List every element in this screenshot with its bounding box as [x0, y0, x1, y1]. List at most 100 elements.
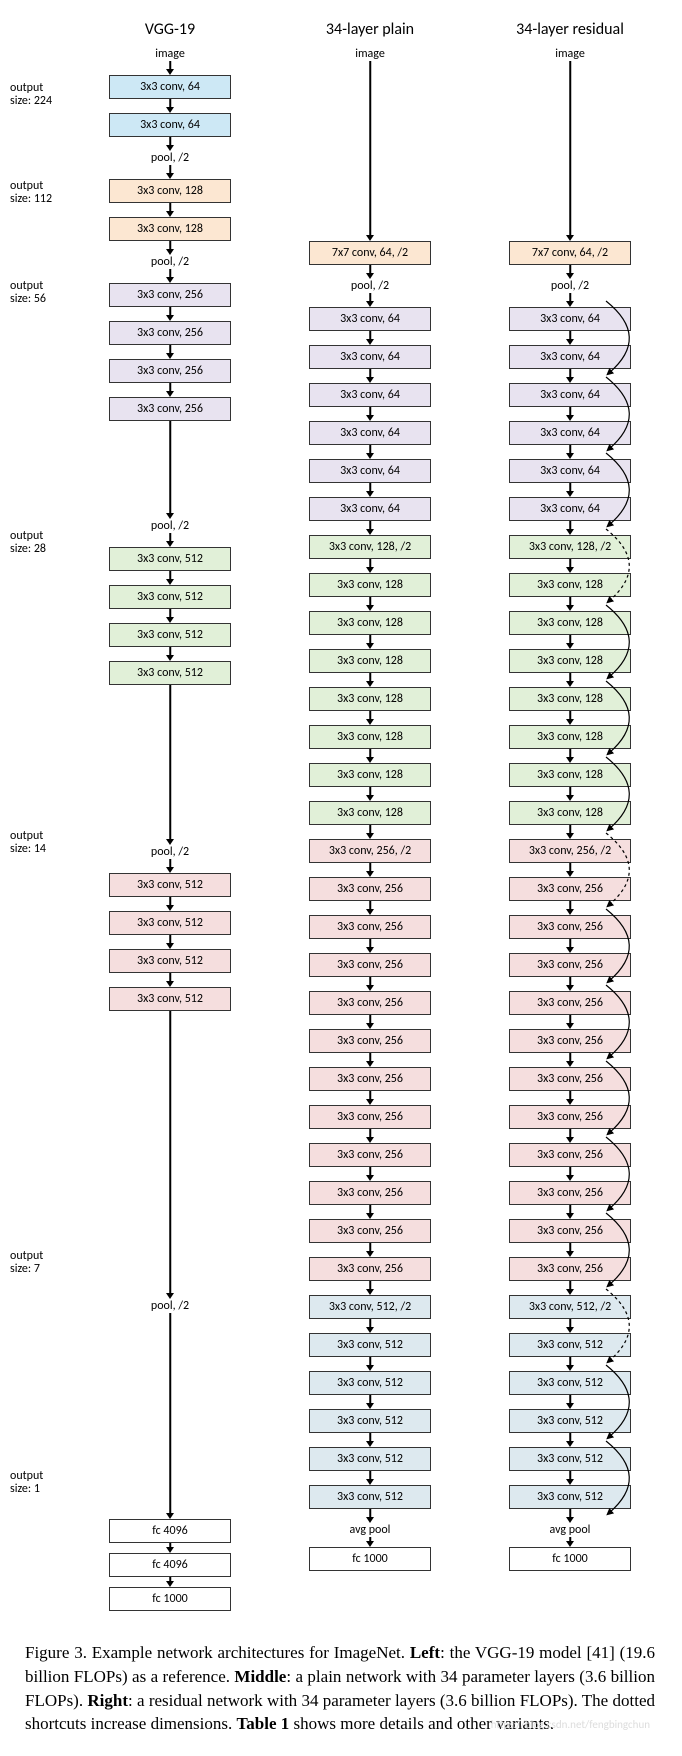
caption-bold-left: Left [410, 1643, 440, 1662]
layer-box: 3x3 conv, 256 [109, 283, 231, 307]
layer-box: 3x3 conv, 128 [309, 801, 431, 825]
column-vgg19: VGG-19 image 3x3 conv, 64 3x3 conv, 64 pool,… [70, 20, 270, 1611]
column-title: 34-layer residual [516, 20, 624, 39]
output-size-label: outputsize: 1 [10, 1470, 65, 1496]
layer-box: fc 4096 [109, 1519, 231, 1543]
layer-box: 3x3 conv, 512 [509, 1409, 631, 1433]
layer-box: 3x3 conv, 128 [509, 611, 631, 635]
output-size-label: outputsize: 28 [10, 530, 65, 556]
output-size-label: outputsize: 14 [10, 830, 65, 856]
layer-box: 3x3 conv, 256 [309, 1029, 431, 1053]
layer-box: 3x3 conv, 256 [509, 877, 631, 901]
layer-box: 3x3 conv, 64 [309, 383, 431, 407]
layer-box: 3x3 conv, 128, /2 [309, 535, 431, 559]
watermark-text: https://blog.csdn.net/fengbingchun [491, 1718, 650, 1731]
layer-box: fc 4096 [109, 1553, 231, 1577]
layer-text: pool, /2 [349, 279, 391, 293]
column-plain34: 34-layer plainimage7x7 conv, 64, /2pool,… [270, 20, 470, 1611]
layer-box: 3x3 conv, 64 [509, 497, 631, 521]
output-size-label: outputsize: 224 [10, 82, 65, 108]
column-residual34: 34-layer residualimage7x7 conv, 64, /2po… [470, 20, 670, 1611]
layer-box: 3x3 conv, 64 [509, 421, 631, 445]
layer-box: 3x3 conv, 512 [109, 987, 231, 1011]
layer-box: 3x3 conv, 256 [509, 1029, 631, 1053]
layer-box: 3x3 conv, 256 [309, 991, 431, 1015]
layer-box: fc 1000 [109, 1587, 231, 1611]
layer-box: 3x3 conv, 256 [509, 1181, 631, 1205]
layer-box: 3x3 conv, 64 [309, 345, 431, 369]
layer-box: 3x3 conv, 512 [509, 1485, 631, 1509]
layer-box: 3x3 conv, 128 [109, 179, 231, 203]
layer-box: 3x3 conv, 256 [509, 915, 631, 939]
layer-box: 3x3 conv, 128 [309, 573, 431, 597]
layer-box: 3x3 conv, 256 [109, 321, 231, 345]
layer-box: 3x3 conv, 128 [509, 649, 631, 673]
layer-box: 3x3 conv, 256 [309, 953, 431, 977]
layer-box: 3x3 conv, 512 [109, 949, 231, 973]
layer-box: 3x3 conv, 512 [109, 623, 231, 647]
layer-box: 3x3 conv, 256 [309, 1219, 431, 1243]
layer-box: 3x3 conv, 512 [309, 1485, 431, 1509]
layer-box: 3x3 conv, 512 [509, 1371, 631, 1395]
layer-box: 3x3 conv, 64 [109, 75, 231, 99]
layer-box: 3x3 conv, 256 [509, 1105, 631, 1129]
layer-box: 3x3 conv, 256, /2 [509, 839, 631, 863]
layer-box: 3x3 conv, 512, /2 [509, 1295, 631, 1319]
layer-box: 3x3 conv, 128 [309, 611, 431, 635]
layer-box: 3x3 conv, 128 [509, 573, 631, 597]
layer-box: 3x3 conv, 256, /2 [309, 839, 431, 863]
layer-box: 3x3 conv, 64 [309, 459, 431, 483]
layer-box: 3x3 conv, 128 [309, 725, 431, 749]
layer-box: 3x3 conv, 128 [509, 801, 631, 825]
layer-text: pool, /2 [149, 845, 191, 859]
layer-box: 3x3 conv, 512 [309, 1333, 431, 1357]
layer-box: 3x3 conv, 64 [309, 307, 431, 331]
layer-box: 3x3 conv, 128 [509, 687, 631, 711]
layer-box: fc 1000 [309, 1547, 431, 1571]
caption-bold-right: Right [87, 1691, 128, 1710]
layer-box: 3x3 conv, 64 [509, 383, 631, 407]
layer-box: 3x3 conv, 512 [109, 873, 231, 897]
layer-text: pool, /2 [549, 279, 591, 293]
layer-box: 3x3 conv, 256 [509, 1219, 631, 1243]
diagram-container: outputsize: 224 outputsize: 112 outputsize… [10, 20, 670, 1611]
layer-box: 3x3 conv, 512 [309, 1409, 431, 1433]
layer-box: 3x3 conv, 256 [309, 1181, 431, 1205]
layer-box: 3x3 conv, 512 [309, 1447, 431, 1471]
layer-box: 3x3 conv, 512 [109, 585, 231, 609]
layer-box: 3x3 conv, 128 [509, 725, 631, 749]
layer-box: 3x3 conv, 256 [309, 1105, 431, 1129]
layer-box: 3x3 conv, 256 [509, 1143, 631, 1167]
layer-box: 3x3 conv, 256 [109, 397, 231, 421]
layer-box: 3x3 conv, 512, /2 [309, 1295, 431, 1319]
layer-box: 3x3 conv, 256 [309, 1143, 431, 1167]
output-size-label: outputsize: 7 [10, 1250, 65, 1276]
output-size-label: outputsize: 56 [10, 280, 65, 306]
layer-box: 3x3 conv, 64 [309, 421, 431, 445]
caption-bold-middle: Mid­dle [234, 1667, 286, 1686]
column-title: 34-layer plain [326, 20, 414, 39]
layer-box: 3x3 conv, 64 [509, 459, 631, 483]
layer-box: 3x3 conv, 128 [109, 217, 231, 241]
column-title: VGG-19 [145, 20, 195, 39]
layer-box: 7x7 conv, 64, /2 [309, 241, 431, 265]
layer-box: 3x3 conv, 256 [309, 1257, 431, 1281]
layer-box: 3x3 conv, 256 [109, 359, 231, 383]
output-size-label: outputsize: 112 [10, 180, 65, 206]
caption-bold-table: Table 1 [237, 1714, 290, 1733]
layer-box: 3x3 conv, 128 [509, 763, 631, 787]
layer-text: avg pool [348, 1523, 393, 1537]
layer-box: 3x3 conv, 256 [309, 877, 431, 901]
size-labels-column: outputsize: 224 outputsize: 112 outputsize… [10, 20, 70, 1611]
layer-box: 3x3 conv, 64 [109, 113, 231, 137]
caption-prefix: Figure 3. Example network architectures … [25, 1643, 410, 1662]
layer-box: 3x3 conv, 256 [309, 915, 431, 939]
layer-text: pool, /2 [149, 255, 191, 269]
layer-box: 3x3 conv, 128 [309, 649, 431, 673]
layer-box: fc 1000 [509, 1547, 631, 1571]
layer-box: 3x3 conv, 128 [309, 687, 431, 711]
layer-box: 3x3 conv, 64 [309, 497, 431, 521]
layer-text: image [553, 47, 587, 61]
layer-box: 3x3 conv, 512 [109, 911, 231, 935]
layer-text: image [153, 47, 187, 61]
